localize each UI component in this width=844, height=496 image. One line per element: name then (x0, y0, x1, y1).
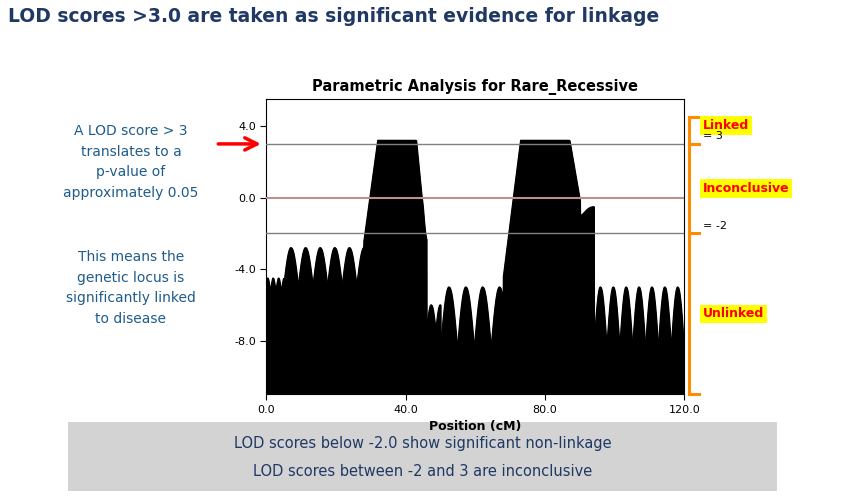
Text: = -2: = -2 (702, 221, 726, 231)
Text: A LOD score > 3
translates to a
p-value of
approximately 0.05: A LOD score > 3 translates to a p-value … (63, 124, 198, 200)
Text: This means the
genetic locus is
significantly linked
to disease: This means the genetic locus is signific… (66, 250, 196, 326)
Text: LOD scores >3.0 are taken as significant evidence for linkage: LOD scores >3.0 are taken as significant… (8, 7, 659, 26)
Title: Parametric Analysis for Rare_Recessive: Parametric Analysis for Rare_Recessive (312, 79, 637, 95)
Text: = 3: = 3 (702, 131, 722, 141)
X-axis label: Position (cM): Position (cM) (429, 420, 521, 434)
Text: Unlinked: Unlinked (702, 308, 763, 320)
Text: LOD scores below -2.0 show significant non-linkage: LOD scores below -2.0 show significant n… (234, 436, 610, 451)
Text: Inconclusive: Inconclusive (702, 182, 789, 195)
Text: Linked: Linked (702, 119, 749, 132)
Text: LOD scores between -2 and 3 are inconclusive: LOD scores between -2 and 3 are inconclu… (252, 464, 592, 479)
